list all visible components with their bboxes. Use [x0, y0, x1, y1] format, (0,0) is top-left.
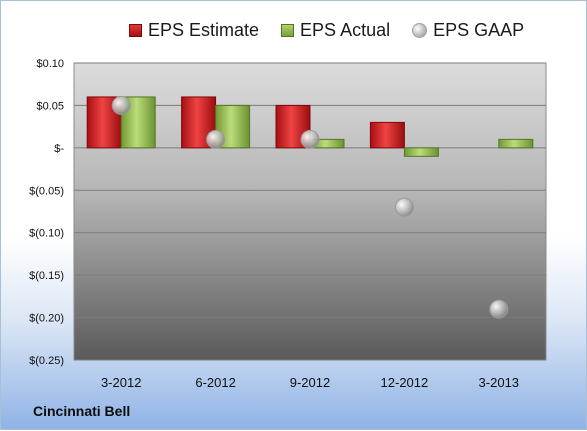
- legend-item-estimate: EPS Estimate: [129, 20, 259, 41]
- x-tick-label: 9-2012: [290, 375, 330, 390]
- legend-label-actual: EPS Actual: [300, 19, 391, 40]
- x-tick-label: 3-2012: [101, 375, 141, 390]
- bar-eps-actual: [403, 147, 439, 157]
- y-tick-label: $(0.15): [29, 270, 64, 282]
- legend-item-actual: EPS Actual: [281, 20, 390, 41]
- x-tick-label: 6-2012: [195, 375, 235, 390]
- bar-eps-actual: [498, 138, 534, 149]
- legend: EPS Estimate EPS Actual EPS GAAP: [129, 15, 546, 45]
- point-eps-gaap: [206, 129, 226, 149]
- company-name: Cincinnati Bell: [33, 403, 131, 419]
- point-eps-gaap: [489, 299, 509, 319]
- bar-eps-estimate: [369, 121, 405, 149]
- y-tick-label: $0.05: [36, 100, 64, 112]
- x-tick-label: 12-2012: [381, 375, 429, 390]
- point-eps-gaap: [111, 95, 131, 115]
- legend-label-estimate: EPS Estimate: [148, 19, 260, 40]
- y-tick-label: $-: [54, 143, 64, 155]
- point-eps-gaap: [300, 129, 320, 149]
- y-tick-label: $(0.20): [29, 313, 64, 325]
- point-eps-gaap: [394, 197, 414, 217]
- y-tick-label: $(0.05): [29, 185, 64, 197]
- legend-swatch-actual: [281, 23, 295, 37]
- y-tick-label: $(0.25): [29, 355, 64, 367]
- y-tick-label: $0.10: [36, 58, 64, 70]
- x-tick-label: 3-2013: [479, 375, 519, 390]
- legend-label-gaap: EPS GAAP: [433, 19, 525, 40]
- legend-swatch-gaap: [412, 22, 428, 38]
- y-tick-label: $(0.10): [29, 228, 64, 240]
- legend-item-gaap: EPS GAAP: [412, 20, 524, 41]
- legend-swatch-estimate: [129, 23, 142, 37]
